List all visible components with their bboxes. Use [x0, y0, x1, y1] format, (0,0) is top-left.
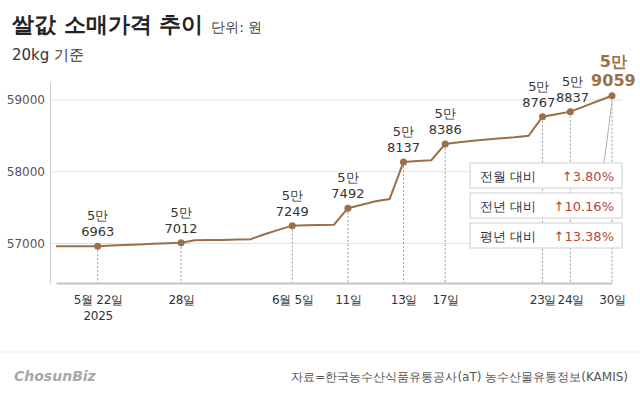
data-point — [442, 141, 449, 148]
data-label: 5만8837 — [556, 74, 589, 105]
x-tick-label: 24일 — [558, 293, 584, 307]
comparison-box: 전월 대비 ↑3.80% 전년 대비 ↑10.16% 평년 대비 ↑13.38% — [470, 102, 622, 248]
x-tick: 11일 — [335, 293, 361, 307]
comparison-value: ↑13.38% — [554, 229, 614, 244]
data-point — [94, 243, 101, 250]
comparison-label: 평년 대비 — [480, 229, 536, 244]
y-tick: 58000 — [7, 165, 50, 179]
data-point — [567, 108, 574, 115]
data-labels: 5만6963 5만7012 5만7249 5만7492 5만8137 5만8386 5만87… — [81, 52, 635, 239]
subtitle: 20kg 기준 — [12, 46, 84, 64]
y-tick: 57000 — [7, 237, 50, 251]
background — [0, 0, 640, 397]
credit: ChosunBiz — [14, 368, 97, 384]
x-tick-label: 30일 — [599, 293, 625, 307]
guide-line — [181, 243, 182, 283]
comparison-value: ↑10.16% — [554, 199, 614, 214]
x-tick-label: 6월 5일 — [272, 293, 314, 307]
comparison-row — [470, 193, 622, 218]
title: 쌀값 소매가격 추이 — [11, 12, 203, 37]
data-point — [344, 205, 351, 212]
chart-root: 쌀값 소매가격 추이 단위: 원 20kg 기준 57000 58000 59000 5월 … — [0, 0, 640, 397]
x-tick: 5월 22일2025 — [74, 293, 123, 323]
data-label: 5만9059 — [591, 52, 636, 90]
y-axis: 57000 58000 59000 — [7, 83, 51, 284]
x-tick: 13일 — [391, 293, 417, 307]
comparison-row — [470, 223, 622, 248]
x-tick: 28일 — [168, 293, 194, 307]
guide-line — [403, 162, 404, 283]
y-tick-label: 59000 — [7, 93, 45, 107]
y-tick-label: 57000 — [7, 237, 45, 251]
data-label: 5만6963 — [81, 208, 114, 239]
callout-line — [604, 102, 612, 163]
x-axis-line — [57, 283, 613, 285]
data-point — [539, 113, 546, 120]
data-label: 5만7012 — [165, 205, 198, 236]
chart-svg: 쌀값 소매가격 추이 단위: 원 20kg 기준 57000 58000 59000 5월 … — [0, 0, 640, 397]
x-tick-label: 13일 — [391, 293, 417, 307]
x-tick: 17일 — [433, 293, 459, 307]
source: 자료=한국농수산식품유통공사(aT) 농수산물유통정보(KAMIS) — [291, 370, 628, 384]
y-tick: 59000 — [7, 93, 50, 107]
x-tick-label: 28일 — [168, 293, 194, 307]
guide-line — [97, 246, 98, 283]
guide-line — [612, 96, 613, 283]
footer-rule — [0, 352, 640, 353]
comparison-row — [470, 163, 622, 188]
data-point — [609, 92, 616, 99]
x-tick-label: 5월 22일2025 — [74, 293, 123, 323]
x-tick: 23일 — [530, 293, 556, 307]
y-axis-line — [50, 83, 51, 284]
data-label: 5만8767 — [522, 79, 555, 110]
data-label: 5만7492 — [331, 170, 364, 201]
x-tick-label: 23일 — [530, 293, 556, 307]
comparison-label: 전월 대비 — [480, 169, 536, 184]
x-tick: 6월 5일 — [272, 293, 314, 307]
x-tick: 30일 — [599, 293, 625, 307]
y-tick-label: 58000 — [7, 165, 45, 179]
data-label: 5만8386 — [429, 106, 462, 137]
data-label: 5만8137 — [387, 124, 420, 155]
guide-line — [347, 208, 348, 283]
x-tick-label: 11일 — [335, 293, 361, 307]
x-tick-label: 17일 — [433, 293, 459, 307]
x-tick: 24일 — [558, 293, 584, 307]
x-axis: 5월 22일2025 28일 6월 5일 11일 13일 17일 23일24일 30일 — [57, 284, 626, 323]
guide-line — [445, 144, 446, 283]
guide-line — [292, 226, 293, 283]
comparison-label: 전년 대비 — [480, 199, 536, 214]
comparison-value: ↑3.80% — [562, 169, 614, 184]
data-point — [178, 239, 185, 246]
unit: 단위: 원 — [211, 19, 262, 35]
data-point — [289, 222, 296, 229]
data-point — [400, 158, 407, 165]
data-label: 5만7249 — [276, 188, 309, 219]
